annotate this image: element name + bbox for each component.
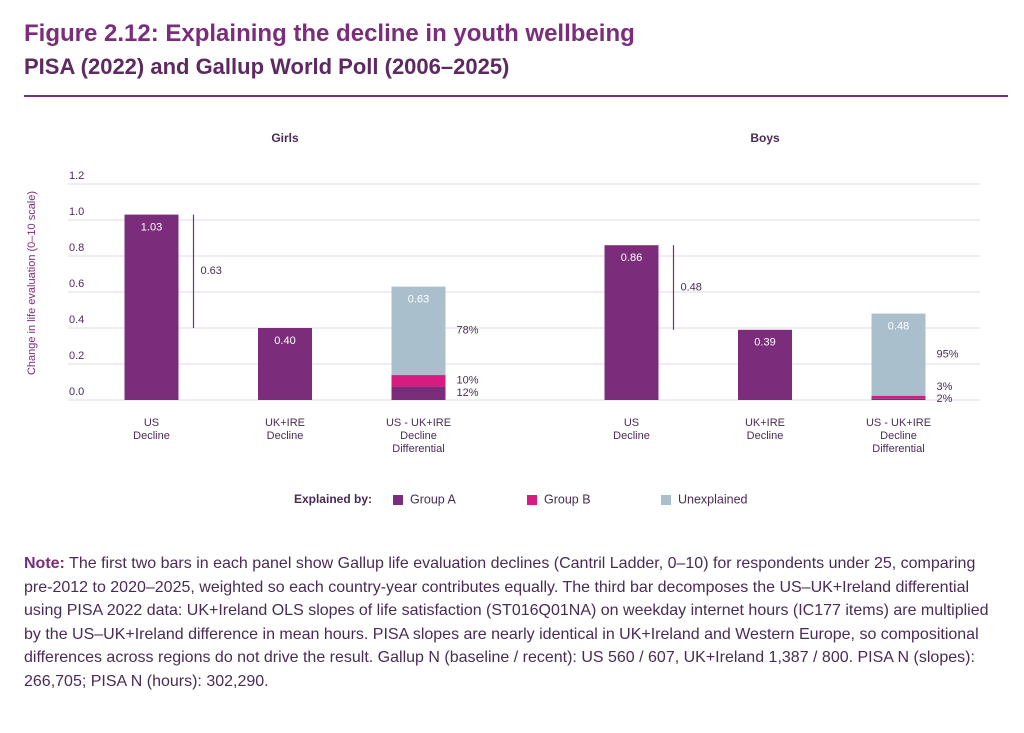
y-tick-label: 1.2 xyxy=(69,170,84,182)
subtitle: PISA (2022) and Gallup World Poll (2006–… xyxy=(24,54,510,79)
y-tick-label: 0.2 xyxy=(69,350,84,362)
y-tick-label: 0.6 xyxy=(69,278,84,290)
gap-label: 0.63 xyxy=(201,265,222,277)
x-tick-label-line: Decline xyxy=(747,430,784,442)
gap-label: 0.48 xyxy=(681,281,702,293)
share-label: 3% xyxy=(937,381,953,393)
x-tick-label-line: Decline xyxy=(880,430,917,442)
bar-segment xyxy=(391,375,446,387)
legend-swatch xyxy=(661,495,671,505)
bar-segment xyxy=(391,286,446,376)
chart: Change in life evaluation (0–10 scale) 0… xyxy=(26,131,980,506)
x-tick-label: UK+IRE Decline xyxy=(745,417,785,442)
y-tick-label: 0.4 xyxy=(69,314,84,326)
x-tick-label: US Decline xyxy=(133,417,170,442)
y-axis-title: Change in life evaluation (0–10 scale) xyxy=(26,191,38,375)
bar xyxy=(738,329,792,400)
y-tick-label: 1.0 xyxy=(69,206,84,218)
y-tick-label: 0.8 xyxy=(69,242,84,254)
value-label: 0.48 xyxy=(888,321,909,333)
x-tick-label-line: US xyxy=(624,417,639,429)
x-tick-label-line: Differential xyxy=(872,443,924,455)
legend-title: Explained by: xyxy=(294,492,372,506)
note-label: Note: xyxy=(24,555,65,572)
bar-segment xyxy=(391,386,446,400)
legend-label: Unexplained xyxy=(678,492,748,506)
share-label: 10% xyxy=(457,375,479,387)
x-tick-label-line: Decline xyxy=(267,430,304,442)
share-label: 12% xyxy=(457,387,479,399)
bar-segment xyxy=(871,398,926,400)
share-label: 95% xyxy=(937,349,959,361)
share-label: 78% xyxy=(457,325,479,337)
x-tick-label: US - UK+IRE Decline Differential xyxy=(386,417,451,455)
bar-segment xyxy=(871,395,926,399)
value-label: 0.86 xyxy=(621,252,642,264)
x-tick-label-line: Decline xyxy=(133,430,170,442)
value-label: 1.03 xyxy=(141,222,162,234)
note-text: The first two bars in each panel show Ga… xyxy=(24,555,989,690)
value-label: 0.63 xyxy=(408,294,429,306)
value-label: 0.39 xyxy=(754,337,775,349)
x-tick-label-line: UK+IRE xyxy=(745,417,785,429)
panel-title: Girls xyxy=(271,131,299,145)
x-tick-label-line: Decline xyxy=(400,430,437,442)
divider xyxy=(24,95,1008,97)
title: Figure 2.12: Explaining the decline in y… xyxy=(24,20,635,47)
panel-title: Boys xyxy=(750,131,780,145)
y-tick-label: 0.0 xyxy=(69,386,84,398)
legend-label: Group B xyxy=(544,492,591,506)
x-tick-label-line: Decline xyxy=(613,430,650,442)
x-tick-label-line: US - UK+IRE xyxy=(866,417,931,429)
x-tick-label-line: Differential xyxy=(392,443,444,455)
bar xyxy=(604,245,659,400)
legend-label: Group A xyxy=(410,492,457,506)
x-tick-label-line: US xyxy=(144,417,159,429)
value-label: 0.40 xyxy=(274,335,295,347)
x-tick-label-line: UK+IRE xyxy=(265,417,305,429)
x-tick-label-line: US - UK+IRE xyxy=(386,417,451,429)
x-tick-label: UK+IRE Decline xyxy=(265,417,305,442)
bar xyxy=(124,214,179,400)
bar xyxy=(258,328,312,400)
x-tick-label: US - UK+IRE Decline Differential xyxy=(866,417,931,455)
share-label: 2% xyxy=(937,393,953,405)
x-tick-label: US Decline xyxy=(613,417,650,442)
note: Note: The first two bars in each panel s… xyxy=(24,552,994,693)
bar-segment xyxy=(871,313,926,396)
legend-swatch xyxy=(393,495,403,505)
legend-swatch xyxy=(527,495,537,505)
